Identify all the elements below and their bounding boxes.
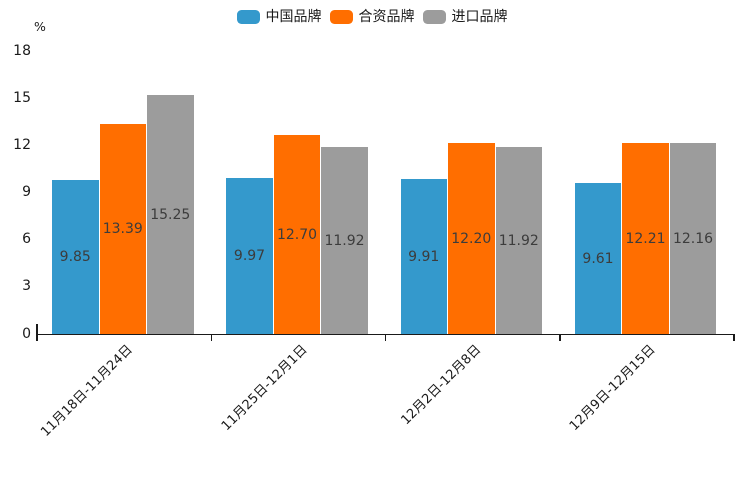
y-tick-label-12: 12 [13, 136, 31, 153]
bar-value-label: 9.91 [408, 248, 440, 265]
bar-joint-venture-brand-group-2: 12.20 [448, 142, 495, 335]
bar-china-brand-group-3: 9.61 [574, 183, 622, 335]
x-axis-tick-0 [36, 335, 38, 342]
bar-value-label: 9.61 [582, 250, 614, 267]
x-tick-label-3: 12月9日-12月15日 [567, 342, 659, 434]
bar-value-label: 12.16 [672, 230, 714, 247]
bar-value-label: 9.85 [59, 249, 91, 266]
x-tick-label-1: 11月25日-12月1日 [218, 342, 311, 434]
legend-item-import-brand: 进口品牌 [422, 9, 508, 25]
x-tick-label-0: 11月18日-11月24日 [38, 342, 137, 440]
x-axis-tick-4 [733, 335, 735, 342]
bar-value-label: 12.70 [276, 226, 318, 243]
bar-value-label: 11.92 [498, 232, 539, 249]
x-axis-tick-3 [559, 335, 561, 342]
legend-label-import-brand: 进口品牌 [451, 9, 508, 25]
bar-import-brand-group-1: 11.92 [321, 147, 368, 335]
bar-import-brand-group-2: 11.92 [495, 147, 542, 335]
bar-value-label: 11.92 [324, 232, 365, 249]
chart-legend: 中国品牌 合资品牌 进口品牌 [0, 8, 744, 26]
bar-china-brand-group-1: 9.97 [226, 177, 273, 335]
bar-joint-venture-brand-group-3: 12.21 [622, 142, 669, 335]
bar-joint-venture-brand-group-0: 13.39 [99, 123, 146, 335]
legend-label-joint-venture-brand: 合资品牌 [358, 9, 415, 25]
bar-import-brand-group-0: 15.25 [147, 94, 194, 335]
x-tick-label-2: 12月2日-12月8日 [398, 342, 485, 429]
x-axis-tick-1 [210, 335, 212, 342]
y-axis-spine-stub [36, 324, 38, 334]
y-tick-label-15: 15 [13, 89, 31, 106]
bar-value-label: 13.39 [102, 221, 143, 238]
bar-value-label: 12.21 [625, 230, 666, 247]
legend-swatch-joint-venture-brand [329, 10, 353, 24]
y-tick-label-3: 3 [22, 278, 31, 295]
legend-swatch-china-brand [236, 10, 260, 24]
legend-item-china-brand: 中国品牌 [236, 9, 322, 25]
y-tick-label-9: 9 [22, 184, 31, 200]
bar-value-label: 15.25 [150, 206, 191, 223]
y-tick-label-6: 6 [22, 231, 31, 248]
legend-label-china-brand: 中国品牌 [265, 9, 322, 25]
bar-china-brand-group-0: 9.85 [52, 179, 99, 335]
y-axis-unit-label: % [34, 19, 46, 34]
x-axis-line [36, 333, 735, 336]
y-tick-label-0: 0 [22, 325, 31, 342]
x-axis-tick-2 [384, 335, 387, 342]
bar-value-label: 9.97 [233, 248, 266, 265]
y-tick-label-18: 18 [13, 42, 31, 59]
bar-value-label: 12.20 [451, 230, 492, 247]
legend-item-joint-venture-brand: 合资品牌 [329, 9, 415, 25]
bar-china-brand-group-2: 9.91 [400, 178, 447, 335]
bar-import-brand-group-3: 12.16 [669, 143, 717, 335]
bar-joint-venture-brand-group-1: 12.70 [273, 134, 321, 335]
legend-swatch-import-brand [422, 10, 446, 24]
